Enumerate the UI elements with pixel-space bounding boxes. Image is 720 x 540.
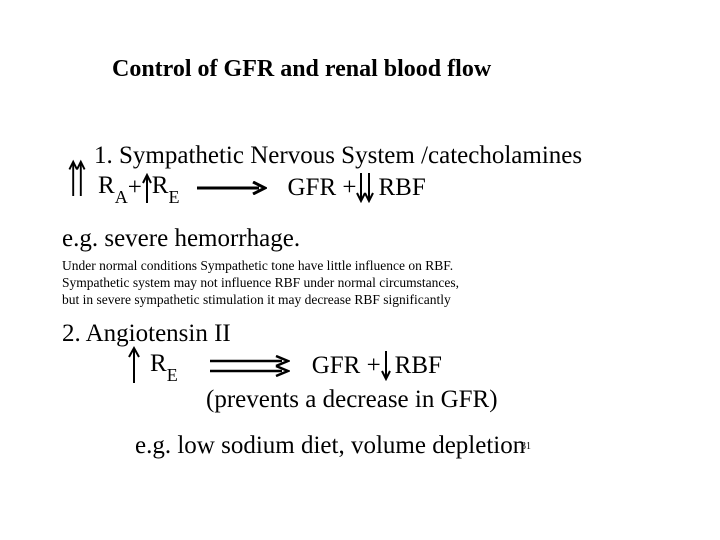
formula-2: RE GFR + RBF	[150, 350, 442, 382]
note-line: Under normal conditions Sympathetic tone…	[62, 258, 459, 275]
gfr-text: GFR +	[287, 174, 356, 202]
item2-heading: 2. Angiotensin II	[62, 320, 231, 348]
double-right-arrow-icon	[210, 355, 290, 377]
note-line: but in severe sympathetic stimulation it…	[62, 292, 459, 309]
re-text: RE	[152, 172, 180, 204]
note-text: Under normal conditions Sympathetic tone…	[62, 258, 459, 309]
double-up-arrow-icon	[68, 158, 86, 196]
gfr-text: GFR +	[312, 352, 381, 380]
up-arrow-icon	[128, 345, 140, 383]
slide-title: Control of GFR and renal blood flow	[112, 56, 491, 83]
item1-heading: 1. Sympathetic Nervous System /catechola…	[94, 142, 582, 170]
up-arrow-icon	[142, 173, 152, 203]
formula-1: RA + RE GFR + RBF	[98, 172, 426, 204]
double-down-arrow-icon	[356, 173, 374, 203]
right-arrow-icon	[197, 181, 267, 195]
plus-text: +	[128, 174, 142, 202]
example-1: e.g. severe hemorrhage.	[62, 225, 300, 253]
ra-text: RA	[98, 172, 128, 204]
page-number: 31	[521, 441, 531, 452]
rbf-text: RBF	[395, 352, 442, 380]
note-line: Sympathetic system may not influence RBF…	[62, 275, 459, 292]
down-arrow-icon	[381, 351, 391, 381]
prevent-text: (prevents a decrease in GFR)	[206, 386, 498, 414]
rbf-text: RBF	[378, 174, 425, 202]
re-text: RE	[150, 350, 178, 382]
example-2: e.g. low sodium diet, volume depletion	[135, 432, 525, 460]
